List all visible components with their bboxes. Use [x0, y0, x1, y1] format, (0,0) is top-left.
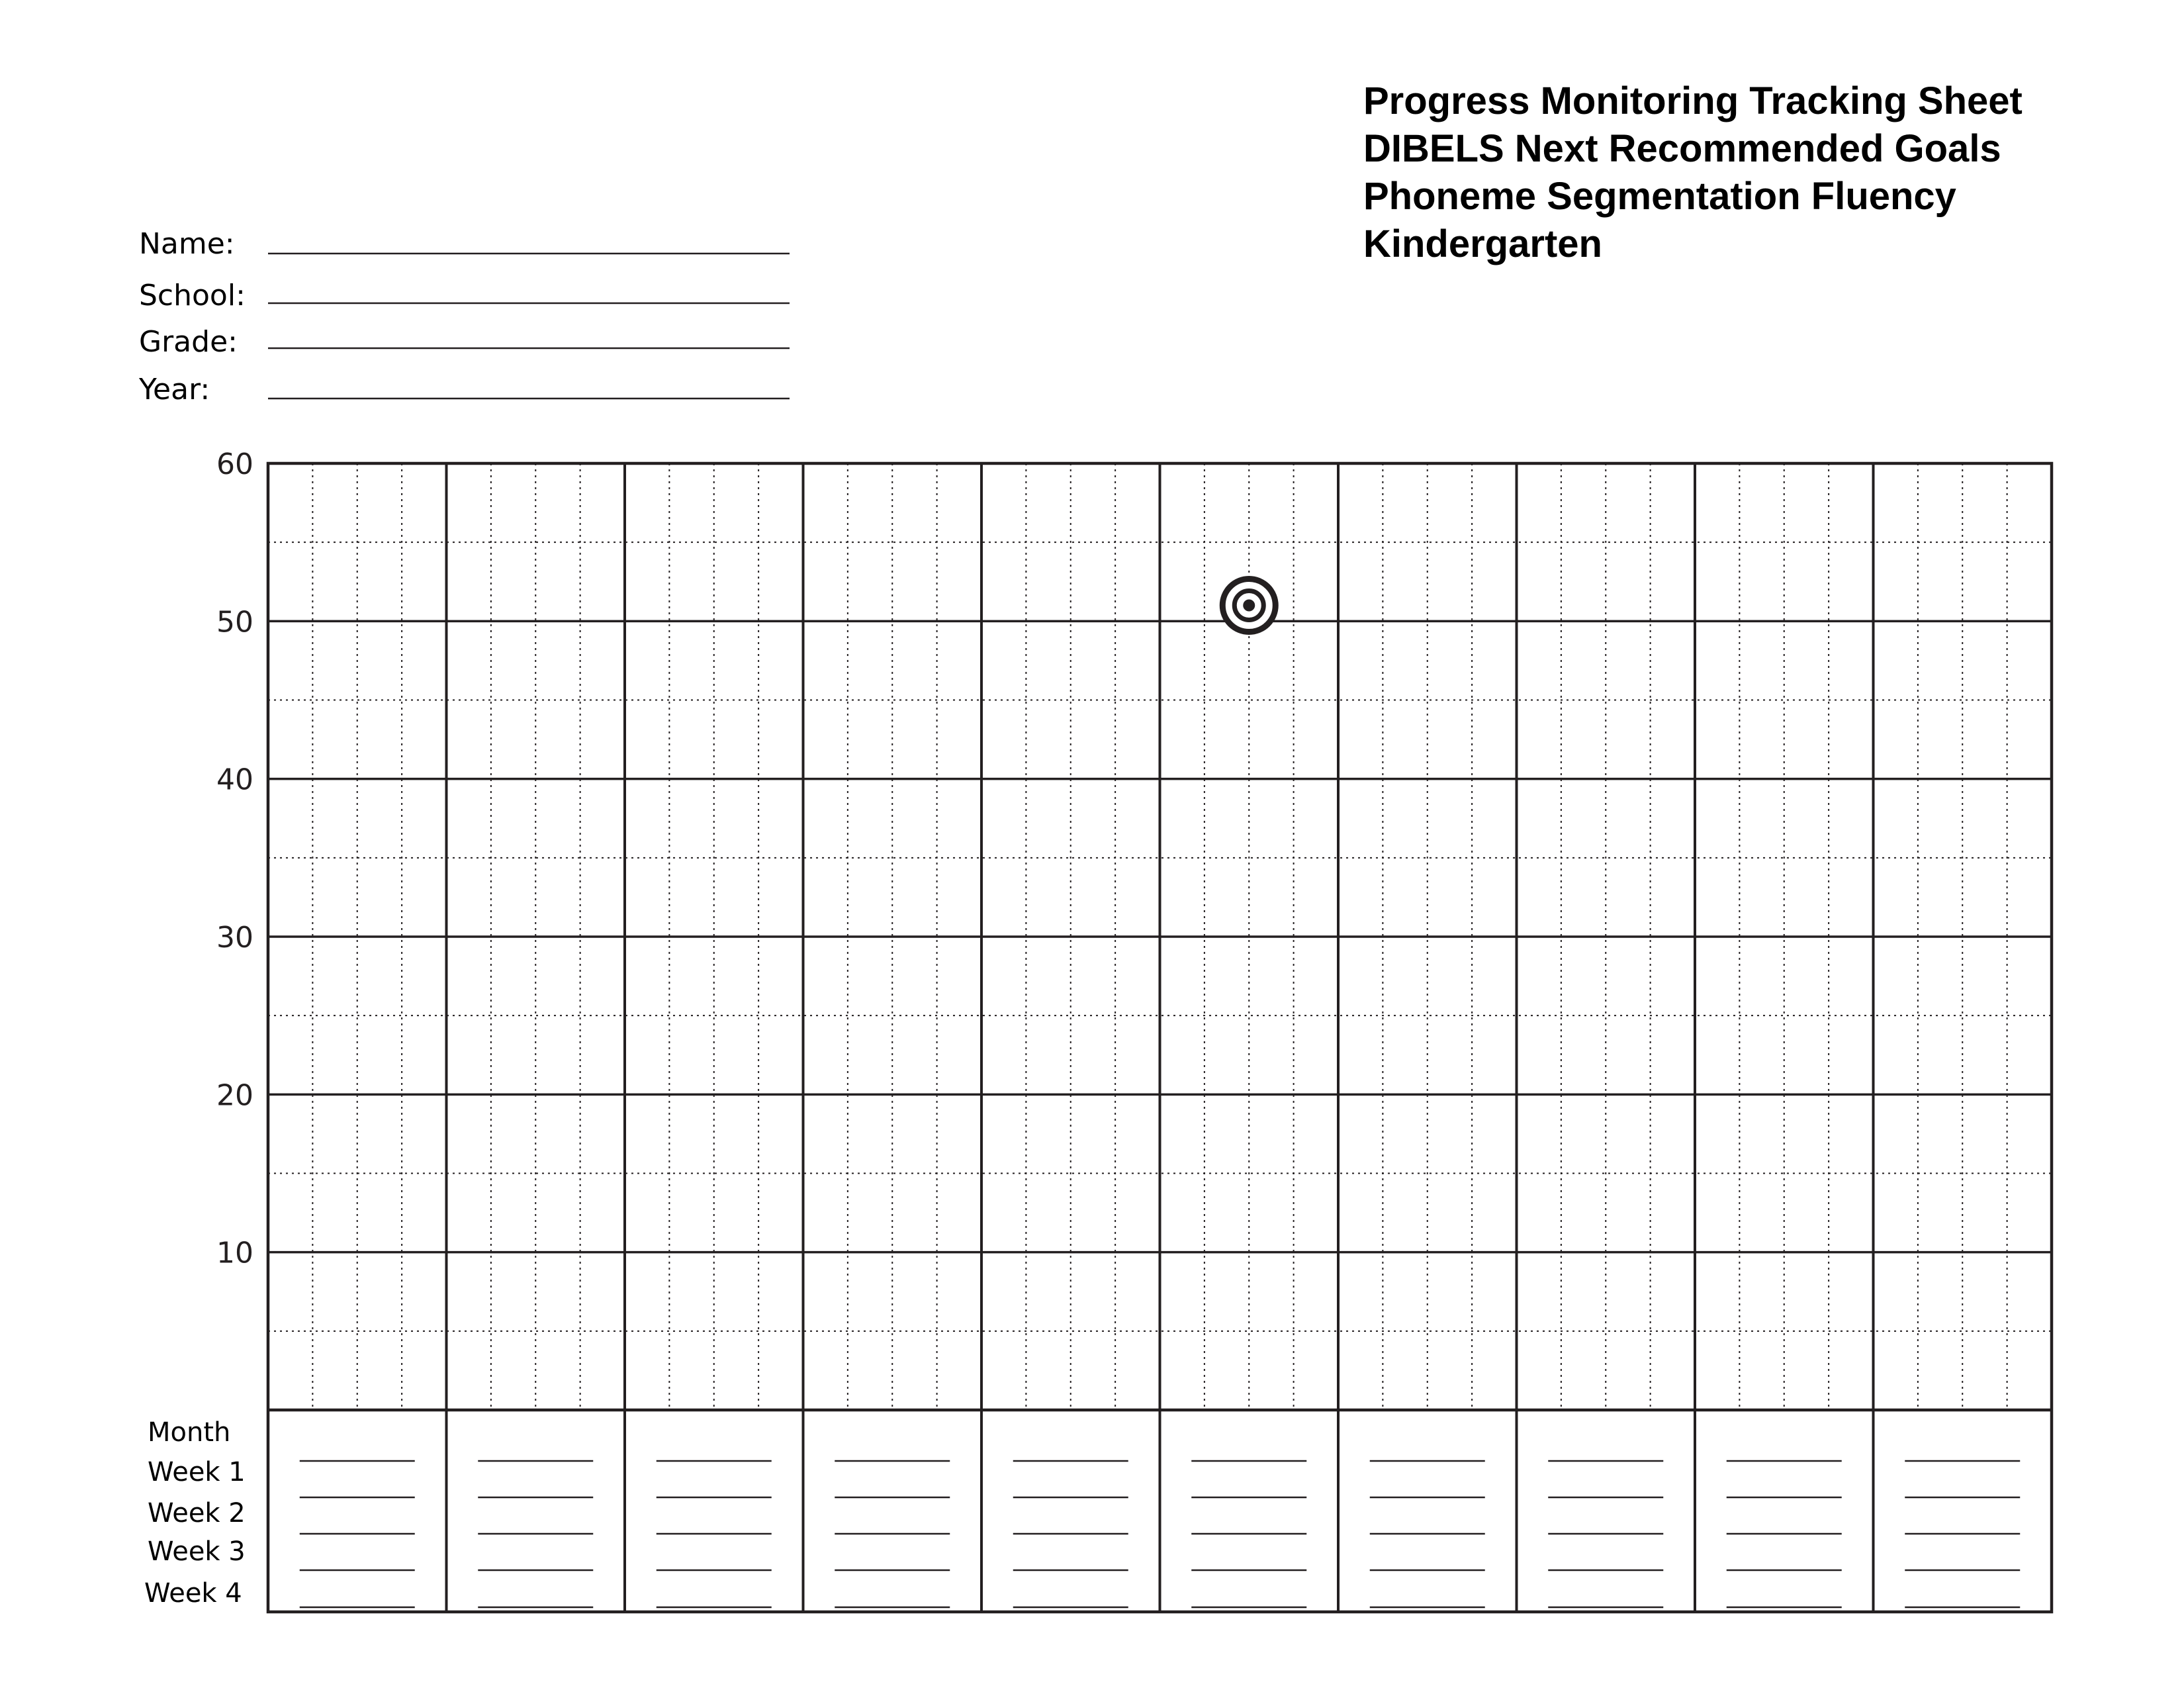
- calendar-table: Month Week 1 Week 2 Week 3 Week 4: [144, 1417, 2021, 1609]
- title-line-1: Progress Monitoring Tracking Sheet: [1363, 79, 2023, 122]
- row-label-week-2: Week 2: [148, 1498, 246, 1528]
- chart-grid: [266, 461, 2054, 1614]
- y-axis-tick-labels: 10 20 30 40 50 60: [216, 447, 253, 1270]
- title-line-4: Kindergarten: [1363, 222, 1602, 265]
- calendar-cells: [299, 1460, 2021, 1609]
- school-label: School:: [139, 279, 246, 312]
- y-tick-label: 60: [216, 447, 253, 481]
- row-label-week-1: Week 1: [148, 1457, 246, 1487]
- y-tick-label: 20: [216, 1078, 253, 1112]
- name-label: Name:: [139, 227, 235, 261]
- student-info-form: Name: School: Grade: Year:: [138, 227, 790, 406]
- year-label: Year:: [138, 373, 210, 406]
- goal-layer: [1219, 576, 1279, 635]
- chart-frame: [266, 461, 2054, 1614]
- row-label-week-4: Week 4: [144, 1578, 242, 1609]
- y-tick-label: 40: [216, 763, 253, 797]
- y-tick-label: 10: [216, 1237, 253, 1270]
- title-line-2: DIBELS Next Recommended Goals: [1363, 127, 2001, 170]
- y-tick-label: 50: [216, 605, 253, 639]
- row-label-week-3: Week 3: [148, 1536, 246, 1567]
- title-line-3: Phoneme Segmentation Fluency: [1363, 175, 1956, 218]
- bullseye-center: [1243, 599, 1255, 612]
- row-label-month: Month: [148, 1417, 230, 1448]
- title-block: Progress Monitoring Tracking Sheet DIBEL…: [1363, 79, 2023, 265]
- y-tick-label: 30: [216, 921, 253, 955]
- grade-label: Grade:: [139, 325, 238, 359]
- bullseye-target-icon: [1219, 576, 1279, 635]
- bullseye-inner-ring: [1232, 588, 1266, 622]
